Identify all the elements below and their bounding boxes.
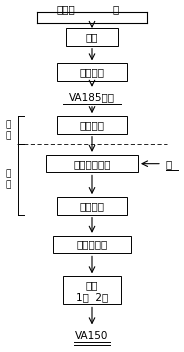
Text: 铝热反应: 铝热反应 xyxy=(79,67,105,77)
FancyBboxPatch shape xyxy=(53,236,131,253)
FancyBboxPatch shape xyxy=(57,116,127,134)
Text: 铝: 铝 xyxy=(166,159,172,169)
Text: 氧化钒: 氧化钒 xyxy=(57,4,76,14)
Text: 半
批: 半 批 xyxy=(6,170,11,189)
Text: VA185合金: VA185合金 xyxy=(69,92,115,102)
Text: 筛分均匀化: 筛分均匀化 xyxy=(76,240,108,250)
Text: 精整破碎: 精整破碎 xyxy=(79,201,105,211)
Text: 1段  2段: 1段 2段 xyxy=(76,293,108,302)
FancyBboxPatch shape xyxy=(63,276,121,304)
FancyBboxPatch shape xyxy=(46,155,138,172)
Text: 铝: 铝 xyxy=(113,4,119,14)
Text: 混合: 混合 xyxy=(86,32,98,42)
Text: 真空感应熔炼: 真空感应熔炼 xyxy=(73,159,111,169)
Text: 半
批: 半 批 xyxy=(6,120,11,140)
Text: VA150: VA150 xyxy=(75,331,109,341)
FancyBboxPatch shape xyxy=(57,63,127,81)
Text: 检查: 检查 xyxy=(86,280,98,290)
Text: 精整破碎: 精整破碎 xyxy=(79,120,105,130)
FancyBboxPatch shape xyxy=(66,28,118,46)
FancyBboxPatch shape xyxy=(57,197,127,215)
